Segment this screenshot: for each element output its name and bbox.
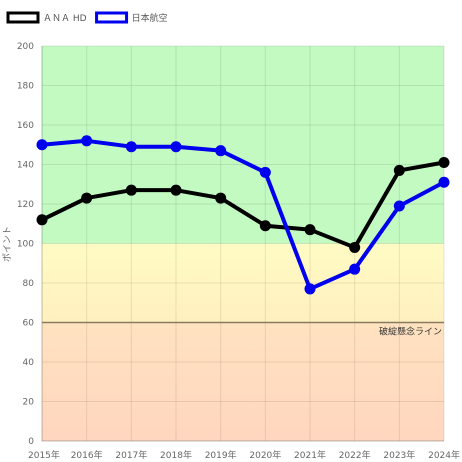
y-tick-label: 0	[28, 437, 34, 447]
data-point[interactable]	[125, 141, 137, 153]
y-tick-label: 20	[23, 398, 35, 408]
data-point[interactable]	[81, 135, 93, 147]
x-tick-label: 2015年	[28, 449, 60, 461]
reference-line-group: 破綻懸念ライン	[42, 321, 444, 338]
data-point[interactable]	[349, 241, 361, 253]
data-point[interactable]	[259, 166, 271, 178]
data-point[interactable]	[36, 214, 48, 226]
x-tick-label: 2017年	[115, 449, 147, 461]
x-tick-label: 2020年	[249, 449, 281, 461]
y-tick-label: 100	[17, 240, 34, 250]
y-tick-label: 80	[23, 279, 35, 289]
legend-label: 日本航空	[132, 12, 168, 24]
data-point[interactable]	[215, 145, 227, 157]
background-band	[42, 322, 444, 441]
background-band	[42, 243, 444, 323]
series-line	[40, 160, 446, 250]
data-point[interactable]	[438, 176, 450, 188]
data-point[interactable]	[438, 157, 450, 169]
y-tick-label: 180	[17, 82, 34, 92]
data-point[interactable]	[215, 192, 227, 204]
x-tick-label: 2019年	[205, 449, 237, 461]
data-point[interactable]	[81, 192, 93, 204]
data-point[interactable]	[393, 200, 405, 212]
y-tick-label: 140	[17, 161, 34, 171]
y-tick-label: 60	[23, 319, 35, 329]
series-line	[40, 138, 446, 291]
data-point[interactable]	[36, 139, 48, 151]
data-point[interactable]	[304, 224, 316, 236]
series-group	[36, 135, 450, 295]
data-point[interactable]	[125, 184, 137, 196]
y-tick-label: 120	[17, 200, 34, 210]
data-point[interactable]	[170, 141, 182, 153]
y-tick-label: 200	[17, 42, 34, 52]
background-bands	[42, 46, 444, 441]
y-tick-label: 160	[17, 121, 34, 131]
x-tick-label: 2023年	[383, 449, 415, 461]
data-point[interactable]	[170, 184, 182, 196]
series-2	[36, 135, 450, 295]
data-point[interactable]	[393, 164, 405, 176]
legend: ＡＮＡ HD 日本航空	[6, 11, 168, 24]
y-axis-ticks: 0 20 40 60 80 100 120 140 160 180 200	[17, 42, 34, 447]
legend-item-1[interactable]: ＡＮＡ HD	[6, 11, 87, 24]
x-tick-label: 2016年	[71, 449, 103, 461]
reference-line-label: 破綻懸念ライン	[379, 326, 442, 338]
legend-item-2[interactable]: 日本航空	[95, 11, 168, 24]
data-point[interactable]	[349, 263, 361, 275]
data-point[interactable]	[304, 283, 316, 295]
series-1	[36, 157, 450, 253]
x-axis-ticks: 2015年 2016年 2017年 2018年 2019年 2020年 2021年 2022年…	[28, 449, 460, 461]
legend-label: ＡＮＡ HD	[43, 14, 87, 24]
y-axis-label: ポイント	[2, 226, 13, 262]
x-tick-label: 2021年	[294, 449, 326, 461]
x-tick-label: 2022年	[339, 449, 371, 461]
data-point[interactable]	[259, 220, 271, 232]
y-tick-label: 40	[23, 358, 35, 368]
legend-swatch	[6, 11, 40, 24]
x-tick-label: 2018年	[160, 449, 192, 461]
x-tick-label: 2024年	[428, 449, 460, 461]
legend-swatch	[95, 11, 129, 24]
